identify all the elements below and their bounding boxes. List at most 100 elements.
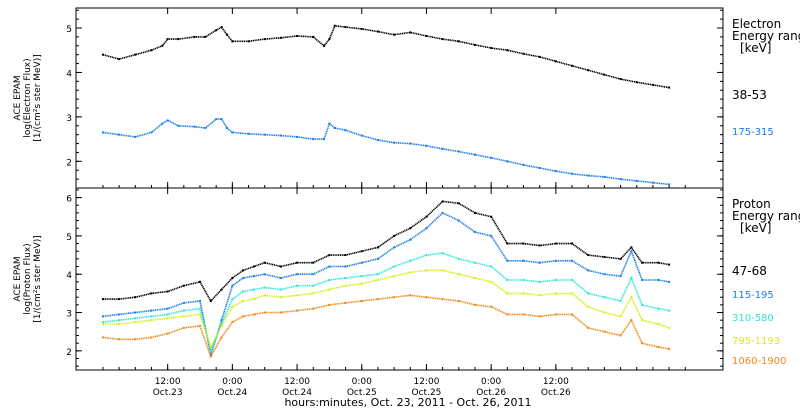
y-axis-label-line: log(Electron Flux) — [23, 58, 33, 137]
data-point — [554, 60, 557, 63]
x-tick-label-day: Oct.24 — [217, 388, 247, 398]
data-point — [651, 83, 654, 86]
data-point — [641, 261, 644, 264]
data-point — [522, 242, 525, 245]
data-point — [425, 215, 428, 218]
data-point — [247, 40, 250, 43]
data-point — [231, 305, 234, 308]
data-point — [252, 313, 255, 316]
data-point — [118, 338, 121, 341]
legend-title-line: Energy ranges — [732, 209, 800, 223]
x-tick-label-time: 12:00 — [413, 377, 439, 387]
data-point — [619, 315, 622, 318]
x-tick-label-time: 0:00 — [352, 377, 372, 387]
data-point — [182, 326, 185, 329]
y-axis-label-line: log(Proton Flux) — [23, 243, 33, 314]
data-point — [118, 133, 121, 136]
panel-frame — [75, 7, 724, 189]
x-tick-label-time: 12:00 — [155, 377, 181, 387]
data-point — [247, 132, 250, 135]
data-point — [409, 142, 412, 145]
data-point — [538, 244, 541, 247]
data-point — [376, 273, 379, 276]
data-point — [263, 273, 266, 276]
data-point — [603, 73, 606, 76]
data-point — [441, 211, 444, 214]
data-point — [344, 265, 347, 268]
data-point — [344, 301, 347, 304]
data-point — [312, 284, 315, 287]
data-point — [490, 47, 493, 49]
x-tick-label-day: Oct.26 — [476, 388, 506, 398]
data-point — [323, 138, 326, 141]
data-point — [312, 292, 315, 295]
data-point — [166, 119, 169, 122]
data-point — [182, 315, 185, 318]
data-point — [344, 277, 347, 280]
y-axis-label-line: [1/(cm²s ster MeV)] — [33, 235, 43, 322]
data-point — [296, 273, 299, 276]
data-point — [209, 300, 212, 303]
data-point — [101, 131, 104, 134]
data-point — [571, 278, 574, 281]
data-point — [215, 29, 218, 32]
legend-title-line: Energy ranges — [732, 29, 800, 43]
data-point — [296, 284, 299, 287]
data-point — [619, 300, 622, 303]
data-point — [134, 135, 137, 138]
data-point — [231, 284, 234, 287]
data-point — [571, 64, 574, 67]
data-point — [668, 347, 671, 350]
data-point — [166, 38, 169, 41]
data-point — [177, 124, 180, 127]
data-point — [473, 261, 476, 264]
data-point — [328, 254, 331, 257]
series-line — [103, 200, 670, 303]
series-47-68 — [101, 200, 671, 303]
data-point — [603, 273, 606, 276]
data-point — [506, 242, 509, 245]
data-point — [312, 261, 315, 264]
data-point — [668, 280, 671, 283]
data-point — [603, 311, 606, 314]
data-point — [425, 254, 428, 257]
data-point — [252, 288, 255, 291]
data-point — [409, 259, 412, 262]
data-point — [506, 292, 509, 295]
data-point — [425, 35, 428, 37]
data-point — [134, 311, 137, 314]
data-point — [441, 252, 444, 255]
data-point — [473, 211, 476, 214]
data-point — [457, 257, 460, 260]
data-point — [231, 298, 234, 301]
data-point — [393, 141, 396, 144]
data-point — [457, 202, 460, 205]
data-point — [161, 44, 164, 47]
data-point — [630, 296, 633, 299]
y-tick-label: 3 — [66, 310, 72, 320]
data-point — [490, 234, 493, 237]
data-point — [522, 292, 525, 295]
data-point — [220, 324, 223, 327]
data-point — [635, 179, 638, 182]
data-point — [344, 254, 347, 257]
data-point — [376, 246, 379, 249]
data-point — [220, 118, 223, 121]
data-point — [263, 261, 266, 264]
data-point — [522, 259, 525, 262]
data-point — [360, 27, 363, 30]
data-point — [204, 35, 207, 38]
data-point — [587, 292, 590, 295]
data-point — [134, 338, 137, 341]
x-tick-label-day: Oct.23 — [153, 388, 183, 398]
series-38-53 — [101, 24, 671, 89]
data-point — [506, 259, 509, 262]
data-point — [393, 275, 396, 278]
data-point — [619, 334, 622, 337]
series-795-1193 — [101, 269, 671, 350]
data-point — [554, 242, 557, 245]
y-tick-label: 5 — [66, 25, 72, 35]
data-point — [506, 160, 509, 163]
data-point — [101, 298, 104, 301]
